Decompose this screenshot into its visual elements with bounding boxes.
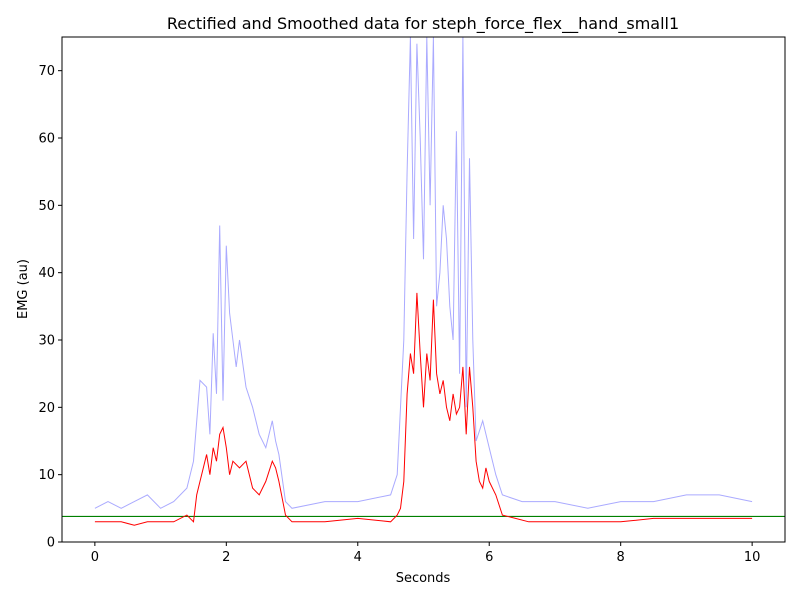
x-tick-label: 10 — [744, 550, 761, 565]
rectified-series-line — [94, 36, 753, 509]
x-axis-label: Seconds — [396, 571, 451, 586]
plot-frame — [61, 36, 786, 543]
x-tick-label: 2 — [222, 550, 230, 565]
x-axis: 0 2 4 6 8 10 — [91, 542, 761, 565]
y-tick-label: 40 — [38, 266, 55, 281]
plot-background — [62, 37, 785, 542]
y-tick-label: 70 — [38, 64, 55, 79]
y-tick-label: 10 — [38, 468, 55, 483]
y-tick-label: 50 — [38, 199, 55, 214]
y-tick-label: 0 — [47, 536, 55, 551]
x-tick-label: 4 — [354, 550, 362, 565]
x-tick-label: 8 — [617, 550, 625, 565]
chart-title: Rectified and Smoothed data for steph_fo… — [167, 14, 679, 34]
x-tick-label: 0 — [91, 550, 99, 565]
smoothed-series-line — [94, 292, 753, 526]
y-axis: 0 10 20 30 40 50 60 70 — [38, 64, 62, 551]
x-tick-label: 6 — [485, 550, 493, 565]
y-tick-label: 30 — [38, 334, 55, 349]
series-layer — [62, 36, 785, 526]
y-tick-label: 20 — [38, 401, 55, 416]
y-tick-label: 60 — [38, 132, 55, 147]
y-axis-label: EMG (au) — [16, 259, 31, 319]
